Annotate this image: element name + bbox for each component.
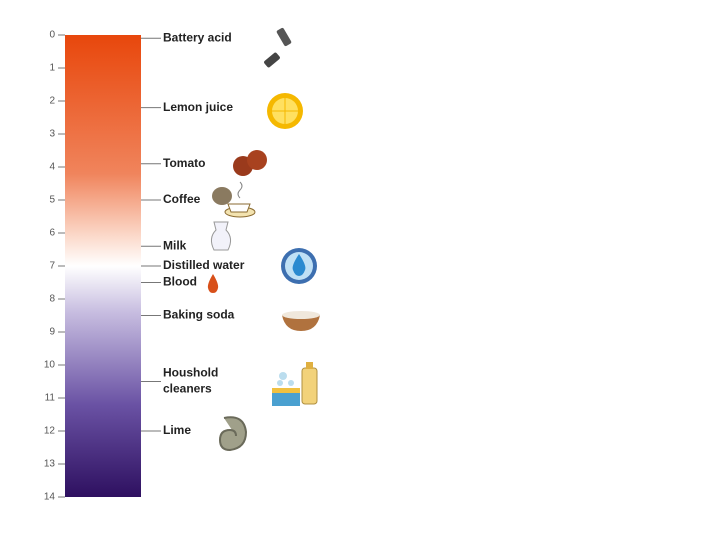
item-label: Blood <box>163 275 197 289</box>
item-label: Battery acid <box>163 30 232 44</box>
baking-soda-icon <box>282 311 320 331</box>
item-label: Houshold <box>163 366 218 380</box>
item-label: Coffee <box>163 192 201 206</box>
item-label: Lemon juice <box>163 100 233 114</box>
tick-label: 6 <box>49 228 55 239</box>
tick-label: 14 <box>44 492 56 503</box>
item-label: Baking soda <box>163 308 235 322</box>
water-icon <box>281 248 317 284</box>
tick-label: 7 <box>49 261 55 272</box>
tick-label: 2 <box>49 96 55 107</box>
tick-label: 13 <box>44 459 56 470</box>
tick-label: 9 <box>49 327 55 338</box>
blood-icon <box>207 274 219 293</box>
coffee-icon <box>212 181 256 218</box>
ph-bar <box>65 35 141 497</box>
cleaners-icon <box>272 362 318 406</box>
tick-label: 12 <box>44 426 56 437</box>
item-label: Distilled water <box>163 258 245 272</box>
lemon-icon <box>267 93 303 129</box>
item-label: cleaners <box>163 382 212 396</box>
tomato-icon <box>233 150 267 176</box>
lime-icon <box>218 416 248 452</box>
item-label: Milk <box>163 238 187 252</box>
tick-label: 11 <box>45 393 56 404</box>
tick-label: 8 <box>49 294 55 305</box>
tick-label: 10 <box>44 360 56 371</box>
tick-label: 4 <box>49 162 55 173</box>
item-label: Tomato <box>163 156 205 170</box>
tick-label: 0 <box>49 30 55 41</box>
tick-label: 3 <box>49 129 55 140</box>
item-label: Lime <box>163 423 191 437</box>
tick-label: 5 <box>49 195 55 206</box>
icons <box>207 27 320 452</box>
tick-label: 1 <box>49 63 55 74</box>
milk-icon <box>210 221 232 251</box>
battery-icon <box>264 27 292 68</box>
